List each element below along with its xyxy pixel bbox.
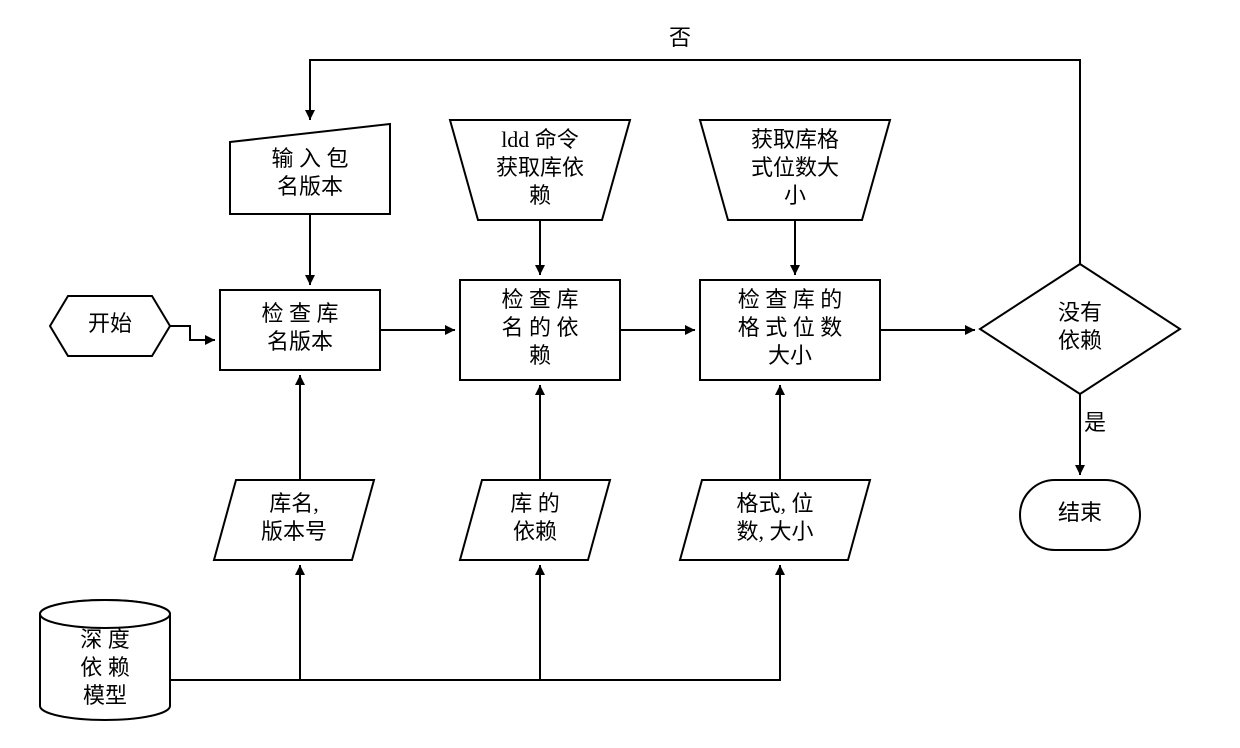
svg-text:名版本: 名版本 [277, 174, 343, 199]
edge-e-model-dname [170, 565, 300, 680]
node-ldd: ldd 命令获取库依赖 [450, 120, 630, 220]
svg-text:小: 小 [784, 183, 806, 208]
node-data_dep: 库 的依赖 [460, 480, 610, 560]
edge-e-model-dfmt [540, 565, 780, 680]
svg-text:库名,: 库名, [269, 491, 319, 516]
svg-text:库 的: 库 的 [510, 491, 560, 516]
svg-text:依赖: 依赖 [1058, 328, 1102, 353]
edge-e-model-ddep [300, 565, 540, 680]
svg-text:数, 大小: 数, 大小 [736, 519, 813, 544]
svg-text:格式, 位: 格式, 位 [736, 491, 813, 516]
svg-text:名版本: 名版本 [267, 329, 333, 354]
node-data_name: 库名, 版本号 [214, 480, 374, 560]
edge-label-e-dec-no: 否 [669, 25, 691, 50]
node-end: 结束 [1020, 480, 1140, 550]
svg-text:依 赖: 依 赖 [80, 655, 130, 680]
svg-text:ldd 命令: ldd 命令 [501, 127, 579, 152]
svg-text:检 查 库: 检 查 库 [501, 287, 578, 312]
svg-text:式位数大: 式位数大 [751, 155, 839, 180]
svg-text:检 查 库: 检 查 库 [261, 301, 338, 326]
svg-text:大小: 大小 [768, 343, 812, 368]
svg-text:检 查 库 的: 检 查 库 的 [738, 287, 843, 312]
edge-label-e-dec-end: 是 [1084, 410, 1106, 435]
svg-text:结束: 结束 [1058, 500, 1102, 525]
svg-text:开始: 开始 [88, 311, 132, 336]
svg-text:模型: 模型 [83, 683, 127, 708]
edge-e-dec-no [310, 60, 1080, 264]
svg-text:输 入 包: 输 入 包 [271, 146, 348, 171]
node-check_name: 检 查 库名版本 [220, 290, 380, 370]
svg-text:版本号: 版本号 [261, 519, 327, 544]
svg-text:赖: 赖 [529, 343, 551, 368]
node-data_fmt: 格式, 位数, 大小 [680, 480, 870, 560]
flowchart-canvas: 是否开始输 入 包名版本检 查 库名版本ldd 命令获取库依赖检 查 库名 的 … [0, 0, 1240, 748]
svg-text:获取库依: 获取库依 [496, 155, 584, 180]
svg-text:名 的 依: 名 的 依 [501, 315, 578, 340]
node-check_fmt: 检 查 库 的格 式 位 数大小 [700, 280, 880, 380]
svg-text:依赖: 依赖 [513, 519, 557, 544]
edge-e-start-check [170, 326, 215, 340]
node-input_pkg: 输 入 包名版本 [230, 124, 390, 214]
node-start: 开始 [50, 296, 170, 356]
svg-text:格 式 位 数: 格 式 位 数 [738, 315, 843, 340]
node-no_dep: 没有依赖 [980, 264, 1180, 394]
svg-text:获取库格: 获取库格 [751, 127, 839, 152]
svg-text:深 度: 深 度 [80, 627, 130, 652]
node-get_fmt: 获取库格式位数大小 [700, 120, 890, 220]
node-check_dep: 检 查 库名 的 依赖 [460, 280, 620, 380]
svg-text:赖: 赖 [529, 183, 551, 208]
node-model: 深 度依 赖模型 [40, 600, 170, 720]
svg-text:没有: 没有 [1058, 300, 1102, 325]
